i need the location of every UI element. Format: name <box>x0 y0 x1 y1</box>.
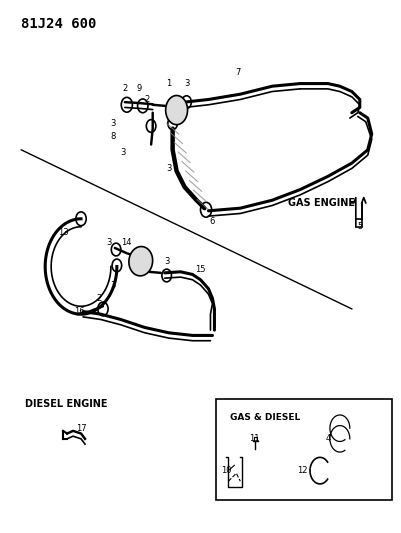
Text: 5: 5 <box>357 222 363 231</box>
Text: 13: 13 <box>58 228 69 237</box>
Text: 7: 7 <box>236 68 241 77</box>
Text: 2: 2 <box>122 84 128 93</box>
Text: 6: 6 <box>210 217 215 226</box>
Text: 2: 2 <box>96 294 101 303</box>
FancyBboxPatch shape <box>217 399 392 500</box>
Text: 4: 4 <box>325 434 330 443</box>
Text: 9: 9 <box>136 84 142 93</box>
Text: 15: 15 <box>195 265 206 273</box>
Text: 10: 10 <box>221 466 232 475</box>
Text: 2: 2 <box>144 95 149 104</box>
Text: GAS & DIESEL: GAS & DIESEL <box>230 413 301 422</box>
Text: 81J24 600: 81J24 600 <box>21 17 97 31</box>
Ellipse shape <box>129 247 153 276</box>
Text: 12: 12 <box>297 466 307 475</box>
Text: 3: 3 <box>110 280 115 289</box>
Text: 17: 17 <box>76 424 86 433</box>
Text: 3: 3 <box>110 119 115 128</box>
Text: 3: 3 <box>164 257 169 265</box>
Text: 3: 3 <box>120 148 126 157</box>
Text: 1: 1 <box>166 79 171 88</box>
Text: 3: 3 <box>184 79 189 88</box>
Text: 14: 14 <box>122 238 132 247</box>
Text: 8: 8 <box>110 132 115 141</box>
Text: 3: 3 <box>166 164 171 173</box>
Text: 11: 11 <box>249 434 259 443</box>
Text: 16: 16 <box>74 307 84 316</box>
Ellipse shape <box>166 95 188 125</box>
Text: DIESEL ENGINE: DIESEL ENGINE <box>25 399 108 409</box>
Text: GAS ENGINE: GAS ENGINE <box>288 198 355 208</box>
Text: 3: 3 <box>106 238 111 247</box>
